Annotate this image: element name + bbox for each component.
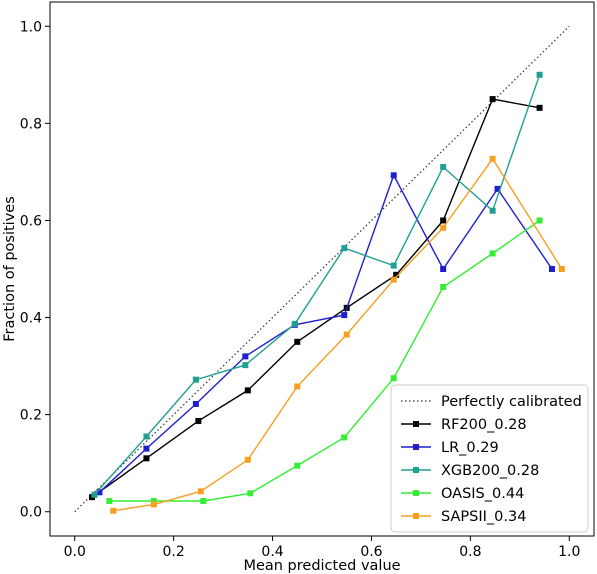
data-point: [548, 266, 555, 272]
data-point: [143, 455, 150, 462]
x-tick-label: 0.8: [459, 544, 481, 560]
data-point: [143, 433, 150, 440]
x-tick-label: 0.4: [261, 544, 283, 560]
data-point: [536, 217, 543, 224]
data-point: [242, 353, 249, 360]
data-point: [440, 224, 447, 231]
data-point: [558, 266, 565, 272]
data-point: [390, 262, 397, 269]
data-point: [143, 445, 150, 452]
data-point: [200, 498, 207, 505]
data-point: [343, 331, 350, 338]
data-point: [106, 498, 113, 505]
data-point: [294, 462, 301, 469]
x-tick-label: 1.0: [558, 544, 580, 560]
data-point: [244, 456, 251, 463]
legend-marker: [413, 490, 419, 496]
data-point: [390, 375, 397, 382]
x-axis-label: Mean predicted value: [243, 558, 400, 574]
data-point: [341, 312, 348, 319]
y-tick-label: 0.6: [20, 213, 42, 229]
data-point: [294, 383, 301, 390]
reference-line-group: [74, 25, 570, 513]
series-line: [93, 74, 541, 496]
data-point: [393, 271, 400, 278]
data-point: [291, 320, 298, 327]
series-oasis-0-44: [106, 217, 543, 505]
legend-box: [390, 384, 589, 533]
legend-marker: [413, 467, 419, 473]
x-tick-label: 0.2: [163, 544, 185, 560]
data-point: [247, 490, 254, 497]
legend-label: Perfectly calibrated: [441, 394, 582, 410]
series-xgb200-0-28: [91, 71, 543, 498]
legend-label: LR_0.29: [441, 440, 499, 456]
y-tick-label: 0.4: [20, 311, 42, 327]
legend: Perfectly calibrated RF200_0.28 LR_0.29 XGB…: [390, 384, 589, 533]
data-point: [494, 185, 501, 192]
y-tick-label: 0.8: [20, 116, 42, 132]
legend-label: RF200_0.28: [441, 417, 527, 433]
data-point: [150, 501, 157, 508]
data-point: [341, 245, 348, 252]
data-point: [110, 507, 117, 514]
series-lr-0-29: [96, 172, 555, 496]
data-point: [242, 362, 249, 369]
data-point: [192, 400, 199, 407]
legend-marker: [413, 513, 419, 519]
tick-group: 0.0 0.2 0.4 0.6 0.8 1.0 0.0 0.2 0.4 0.6 0.8 1.0: [20, 19, 581, 560]
legend-marker: [413, 444, 419, 450]
data-point: [192, 376, 199, 383]
data-point: [390, 172, 397, 179]
data-point: [440, 217, 447, 224]
series-group: [89, 71, 565, 514]
legend-label: XGB200_0.28: [441, 463, 539, 479]
data-point: [536, 71, 543, 78]
series-line: [113, 157, 563, 512]
data-point: [195, 417, 202, 424]
data-point: [440, 266, 447, 272]
legend-label: OASIS_0.44: [441, 486, 524, 502]
x-tick-label: 0.6: [360, 544, 382, 560]
series-sapsii-0-34: [110, 155, 565, 514]
data-point: [489, 96, 496, 103]
data-point: [341, 434, 348, 441]
data-point: [489, 207, 496, 214]
data-point: [91, 491, 98, 498]
legend-marker: [413, 421, 419, 427]
series-line: [91, 98, 540, 498]
series-line: [99, 173, 553, 493]
data-point: [197, 488, 204, 495]
data-point: [150, 498, 157, 505]
y-tick-label: 0.2: [20, 408, 42, 424]
data-point: [440, 164, 447, 171]
series-line: [109, 219, 541, 502]
data-point: [536, 104, 543, 111]
y-tick-label: 0.0: [20, 505, 42, 521]
y-axis-label: Fraction of positives: [2, 196, 18, 342]
data-point: [440, 283, 447, 290]
data-point: [294, 338, 301, 345]
data-point: [96, 489, 103, 496]
legend-label: SAPSII_0.34: [441, 509, 526, 525]
data-point: [390, 276, 397, 283]
y-tick-label: 1.0: [20, 19, 42, 35]
perfectly-calibrated-line: [74, 25, 570, 513]
x-tick-label: 0.0: [64, 544, 86, 560]
data-point: [489, 155, 496, 162]
data-point: [489, 250, 496, 257]
data-point: [244, 387, 251, 394]
